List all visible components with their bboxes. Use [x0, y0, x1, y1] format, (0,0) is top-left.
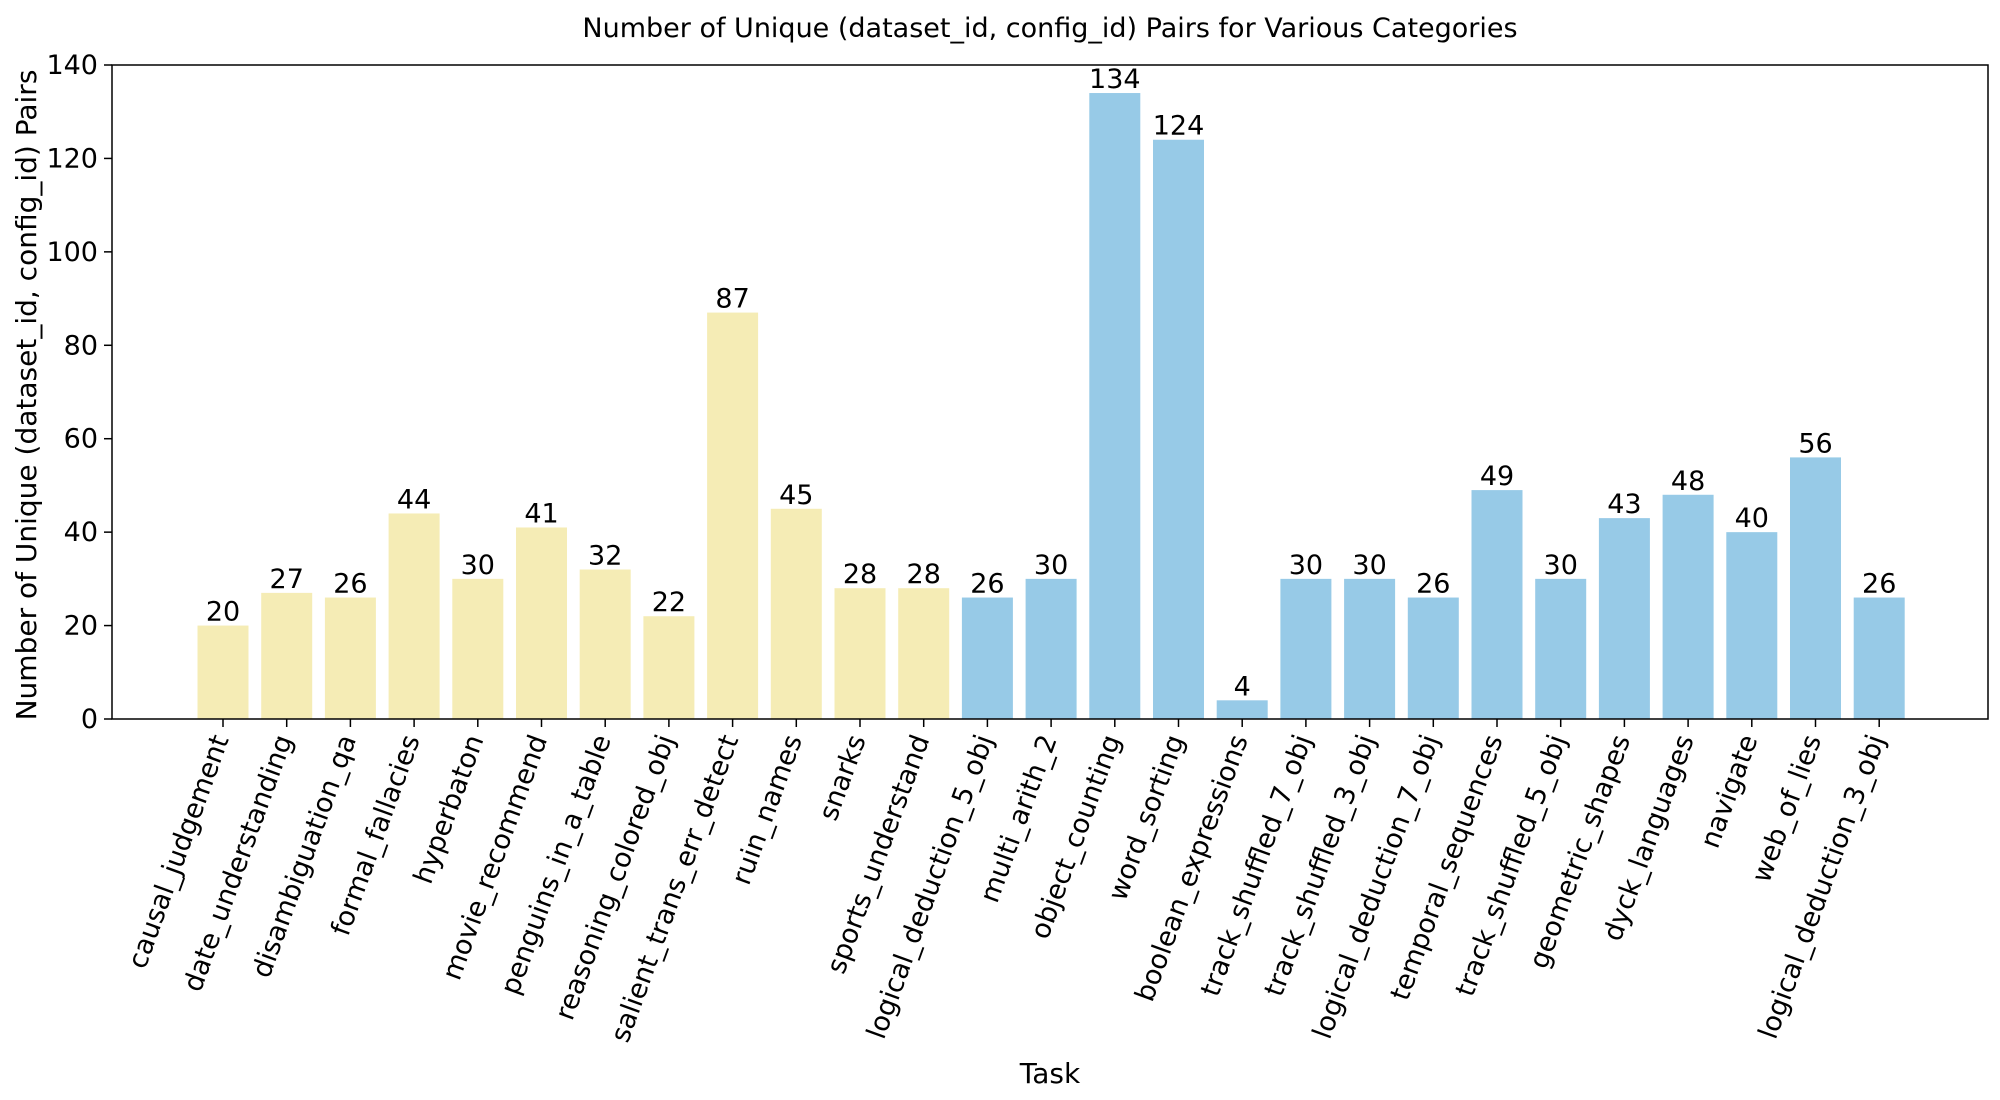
y-tick-label: 20: [64, 611, 98, 642]
y-tick-label: 40: [64, 517, 98, 548]
bar: [516, 527, 567, 719]
bar: [261, 592, 313, 719]
bar-value-label: 30: [1289, 550, 1323, 581]
bar: [1153, 139, 1204, 719]
bar: [1853, 597, 1905, 719]
bar: [579, 569, 631, 719]
bar-value-label: 124: [1153, 111, 1205, 142]
x-tick-label: snarks: [813, 731, 872, 825]
bar-value-label: 40: [1735, 503, 1769, 534]
bar-value-label: 20: [206, 597, 240, 628]
bar-value-label: 27: [270, 564, 304, 595]
bar: [1726, 532, 1778, 719]
bar: [452, 578, 504, 719]
bar-value-label: 48: [1671, 466, 1705, 497]
bar-value-label: 30: [1544, 550, 1578, 581]
y-axis-label: Number of Unique (dataset_id, config_id)…: [10, 70, 43, 721]
y-tick-label: 120: [46, 143, 98, 174]
bar-value-label: 28: [907, 559, 941, 590]
bar: [1089, 93, 1141, 720]
bars-layer: 20 27 26 44 30 41 32 22 87 45 28 28 26 30 134 124 4 30 30 2…: [197, 64, 1905, 720]
bar: [643, 616, 695, 719]
plot-frame: [111, 64, 1989, 720]
bar: [388, 513, 440, 719]
x-axis-label: Task: [1019, 1057, 1081, 1090]
bar-value-label: 32: [588, 541, 622, 572]
x-tick-label: navigate: [1695, 731, 1764, 853]
bar-value-label: 22: [652, 587, 686, 618]
bar: [1535, 578, 1587, 719]
bar-value-label: 4: [1234, 671, 1251, 702]
bar-value-label: 49: [1480, 461, 1514, 492]
bar-value-label: 44: [397, 484, 431, 515]
y-tick-label: 80: [64, 330, 98, 361]
bar: [898, 588, 950, 719]
chart-title: Number of Unique (dataset_id, config_id)…: [582, 13, 1517, 44]
bar: [1598, 518, 1650, 719]
bar: [834, 588, 886, 719]
bar: [1280, 578, 1332, 719]
bar: [324, 597, 376, 719]
y-tick-label: 100: [46, 237, 98, 268]
bar: [1790, 457, 1841, 719]
bar: [1344, 578, 1396, 719]
bar: [197, 625, 249, 719]
bar-value-label: 87: [715, 284, 749, 315]
bar-value-label: 30: [461, 550, 495, 581]
bar-value-label: 30: [1352, 550, 1386, 581]
bar-value-label: 41: [524, 498, 558, 529]
bar-value-label: 43: [1607, 489, 1641, 520]
bar-value-label: 28: [843, 559, 877, 590]
y-tick-label: 0: [81, 704, 98, 735]
bar-value-label: 45: [779, 480, 813, 511]
bar-value-label: 26: [970, 569, 1004, 600]
bar-value-label: 56: [1798, 428, 1832, 459]
bar-value-label: 30: [1034, 550, 1068, 581]
bar-value-label: 134: [1089, 64, 1141, 95]
bar: [1471, 490, 1523, 719]
y-tick-label: 140: [46, 50, 98, 81]
bar-value-label: 26: [1862, 569, 1896, 600]
bar: [770, 508, 822, 719]
bar: [961, 597, 1013, 719]
y-tick-label: 60: [64, 424, 98, 455]
bar: [1216, 700, 1268, 719]
bar: [707, 312, 759, 719]
bar: [1662, 494, 1714, 719]
bar-value-label: 26: [333, 569, 367, 600]
bar-value-label: 26: [1416, 569, 1450, 600]
bar: [1407, 597, 1459, 719]
bar: [1025, 578, 1077, 719]
